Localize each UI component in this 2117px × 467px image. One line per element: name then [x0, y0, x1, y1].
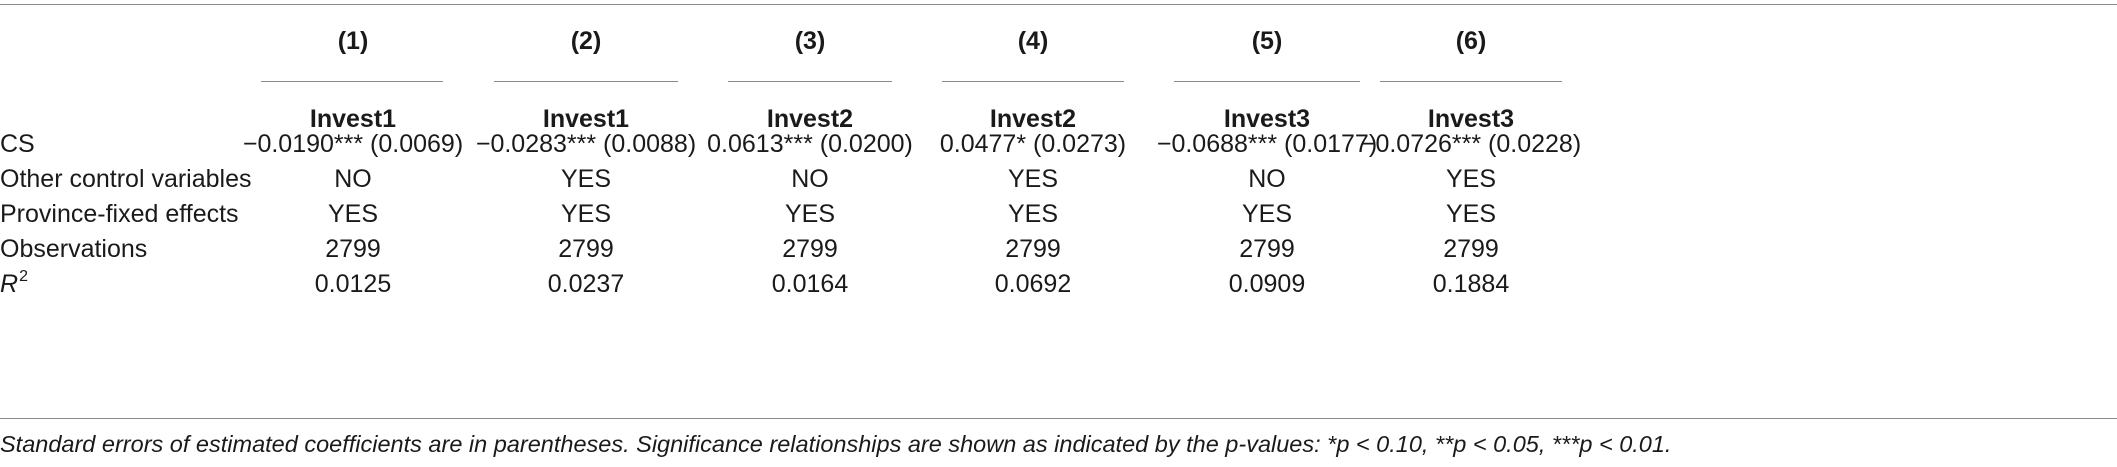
row-label-r-squared: R2: [0, 264, 28, 308]
cell-other-controls-6: YES: [1445, 165, 1497, 193]
column-number-1: (1): [337, 27, 369, 55]
cell-province-fixed-effects-6: YES: [1445, 200, 1497, 228]
cell-observations-2: 2799: [558, 235, 614, 263]
cell-r-squared-2: 0.0237: [547, 270, 625, 298]
dependent-variable-5: Invest3: [1223, 105, 1311, 133]
cell-cs-2: −0.0283*** (0.0088): [475, 130, 697, 158]
table-top-rule: [0, 4, 2117, 5]
column-number-6: (6): [1455, 27, 1487, 55]
cell-province-fixed-effects-5: YES: [1241, 200, 1293, 228]
cell-observations-5: 2799: [1239, 235, 1295, 263]
column-number-2: (2): [570, 27, 602, 55]
column-rule-4: [942, 81, 1124, 82]
cell-cs-3: 0.0613*** (0.0200): [707, 130, 913, 158]
cell-other-controls-5: NO: [1248, 165, 1286, 193]
cell-other-controls-4: YES: [1007, 165, 1059, 193]
cell-r-squared-4: 0.0692: [994, 270, 1072, 298]
table-row-province-fixed-effects: Province-fixed effects YES YES YES YES Y…: [0, 194, 2117, 234]
dependent-variable-1: Invest1: [309, 105, 397, 133]
table-footnote: Standard errors of estimated coefficient…: [0, 431, 1672, 457]
cell-province-fixed-effects-2: YES: [560, 200, 612, 228]
cell-cs-1: −0.0190*** (0.0069): [242, 130, 464, 158]
cell-observations-3: 2799: [782, 235, 838, 263]
cell-cs-4: 0.0477* (0.0273): [939, 130, 1127, 158]
table-row-observations: Observations 2799 2799 2799 2799 2799 27…: [0, 229, 2117, 269]
cell-other-controls-1: NO: [334, 165, 372, 193]
dependent-variable-2: Invest1: [542, 105, 630, 133]
r-squared-superscript: 2: [19, 268, 28, 285]
cell-r-squared-6: 0.1884: [1432, 270, 1510, 298]
column-rule-5: [1174, 81, 1360, 82]
column-number-4: (4): [1017, 27, 1049, 55]
column-number-3: (3): [794, 27, 826, 55]
dependent-variable-6: Invest3: [1427, 105, 1515, 133]
cell-cs-5: −0.0688*** (0.0177): [1156, 130, 1378, 158]
row-label-cs: CS: [0, 130, 35, 158]
table-row-r-squared: R2 0.0125 0.0237 0.0164 0.0692 0.0909 0.…: [0, 264, 2117, 304]
cell-cs-6: −0.0726*** (0.0228): [1360, 130, 1582, 158]
row-label-other-controls: Other control variables: [0, 165, 252, 193]
cell-province-fixed-effects-1: YES: [327, 200, 379, 228]
dependent-variable-4: Invest2: [989, 105, 1077, 133]
cell-r-squared-5: 0.0909: [1228, 270, 1306, 298]
cell-other-controls-3: NO: [791, 165, 829, 193]
cell-r-squared-1: 0.0125: [314, 270, 392, 298]
cell-province-fixed-effects-3: YES: [784, 200, 836, 228]
cell-province-fixed-effects-4: YES: [1007, 200, 1059, 228]
row-label-province-fixed-effects: Province-fixed effects: [0, 200, 239, 228]
column-rule-6: [1380, 81, 1562, 82]
column-rule-1: [261, 81, 443, 82]
table-row-other-controls: Other control variables NO YES NO YES NO…: [0, 159, 2117, 199]
cell-observations-4: 2799: [1005, 235, 1061, 263]
cell-observations-1: 2799: [325, 235, 381, 263]
table-row-cs: CS −0.0190*** (0.0069) −0.0283*** (0.008…: [0, 124, 2117, 164]
table-bottom-rule: [0, 418, 2117, 419]
cell-other-controls-2: YES: [560, 165, 612, 193]
column-number-5: (5): [1251, 27, 1283, 55]
dependent-variable-3: Invest2: [766, 105, 854, 133]
r-squared-base: R: [0, 270, 19, 298]
cell-r-squared-3: 0.0164: [771, 270, 849, 298]
cell-observations-6: 2799: [1443, 235, 1499, 263]
row-label-observations: Observations: [0, 235, 148, 263]
column-rule-2: [494, 81, 678, 82]
column-rule-3: [728, 81, 892, 82]
